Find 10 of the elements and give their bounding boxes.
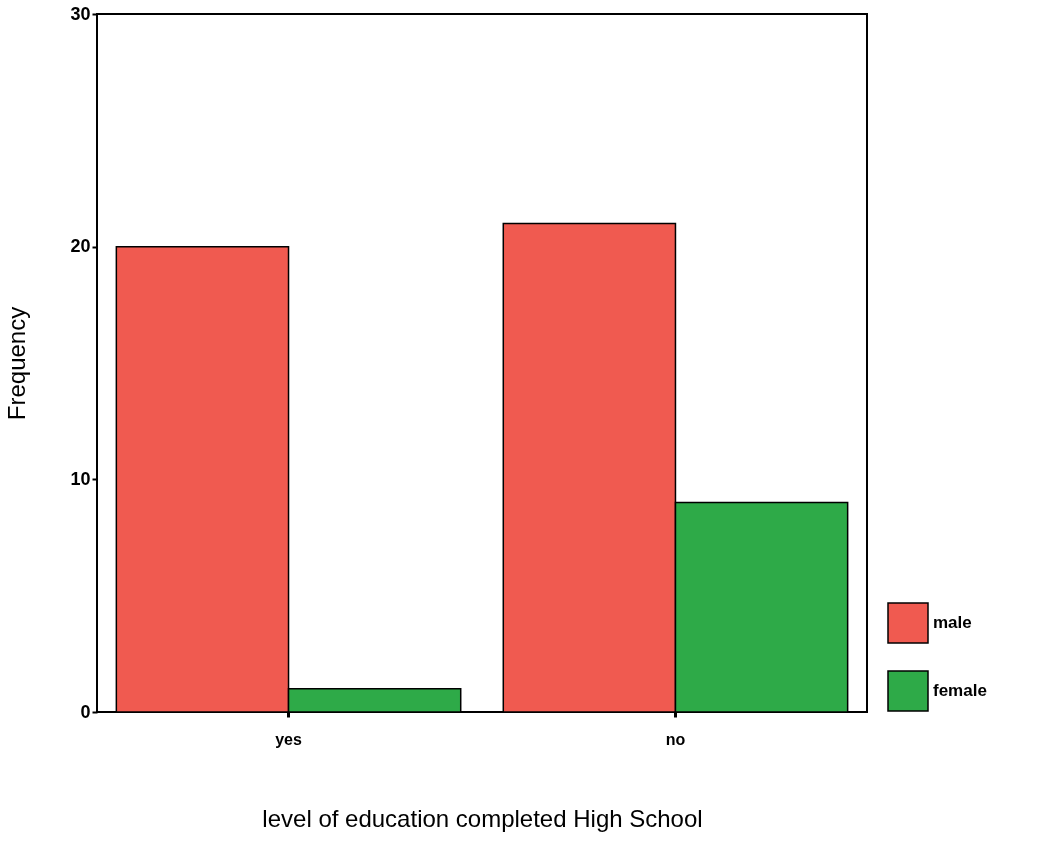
x-tick-label: yes: [275, 730, 302, 748]
legend-label: female: [933, 681, 987, 700]
y-axis-title: Frequency: [3, 306, 31, 421]
x-tick-label: no: [665, 730, 686, 748]
y-tick-label: 10: [70, 468, 91, 489]
y-tick-label: 0: [80, 701, 91, 722]
x-axis-title: level of education completed High School: [262, 804, 703, 832]
y-tick-label: 20: [70, 236, 91, 257]
legend-label: male: [933, 613, 972, 632]
y-tick-label: 30: [70, 3, 91, 24]
